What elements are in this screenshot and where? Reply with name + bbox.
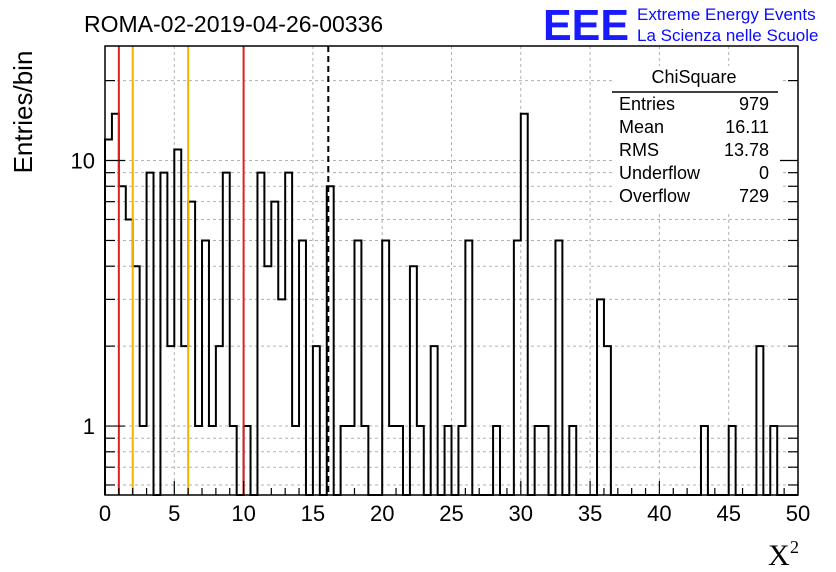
histogram-bin (264, 266, 271, 495)
histogram-bin (147, 173, 154, 495)
histogram-bin (105, 140, 112, 495)
histogram-bin (216, 346, 223, 495)
x-axis-title: X 2 (768, 537, 799, 572)
stats-row-value: 0 (759, 163, 769, 183)
logo-line-1: Extreme Energy Events (637, 5, 816, 24)
histogram-bin (119, 186, 126, 495)
stats-row-label: Overflow (619, 186, 691, 206)
stats-row-value: 16.11 (725, 117, 769, 137)
x-tick-label: 0 (99, 501, 111, 526)
histogram-bin (181, 346, 188, 495)
x-tick-label: 5 (168, 501, 180, 526)
histogram-bin (410, 266, 417, 495)
stats-row-value: 13.78 (724, 140, 769, 160)
stats-row-label: Mean (619, 117, 664, 137)
x-tick-label: 40 (647, 501, 671, 526)
histogram-bin (382, 240, 389, 495)
x-tick-label: 15 (301, 501, 325, 526)
x-tick-label: 45 (716, 501, 740, 526)
histogram-bin (313, 346, 320, 495)
histogram-bin (285, 173, 292, 495)
x-axis-title-base: X (768, 539, 790, 572)
histogram-bin (133, 266, 140, 495)
x-tick-label: 25 (439, 501, 463, 526)
y-tick-label: 1 (83, 414, 95, 439)
y-tick-label: 10 (71, 149, 95, 174)
stats-row-label: RMS (619, 140, 659, 160)
histogram-bin (555, 240, 562, 495)
stats-row-value: 729 (739, 186, 769, 206)
eee-logo: EEE Extreme Energy Events La Scienza nel… (543, 1, 818, 50)
histogram-bin (271, 202, 278, 495)
x-tick-labels: 0 5 10 15 20 25 30 35 40 45 50 (99, 501, 810, 526)
x-tick-label: 30 (509, 501, 533, 526)
histogram-bin (167, 346, 174, 495)
stats-row-label: Entries (619, 94, 675, 114)
y-tick-labels: 1 10 (71, 149, 95, 440)
histogram-bin (223, 173, 230, 495)
histogram-bin (299, 240, 306, 495)
chart-title: ROMA-02-2019-04-26-00336 (84, 11, 383, 37)
x-tick-label: 35 (578, 501, 602, 526)
histogram-bin (257, 173, 264, 495)
stats-rows: Entries 979 Mean 16.11 RMS 13.78 Underflow 0 Ove… (619, 94, 769, 206)
histogram-bin (465, 240, 472, 495)
histogram-bin (604, 346, 611, 495)
histogram-bin (514, 240, 521, 495)
reference-lines (117, 46, 330, 495)
histogram-bin (188, 202, 195, 495)
logo-mark: EEE (543, 1, 629, 50)
histogram-bin (431, 346, 438, 495)
x-axis-title-superscript: 2 (790, 537, 799, 557)
histogram-bin (597, 299, 604, 495)
histogram-bin (126, 219, 133, 495)
logo-line-2: La Scienza nelle Scuole (637, 26, 818, 45)
stats-box-background (612, 66, 780, 212)
x-tick-label: 20 (370, 501, 394, 526)
stats-box: ChiSquare Entries 979 Mean 16.11 RMS 13.78 Und… (612, 66, 780, 212)
histogram-bin (160, 173, 167, 495)
stats-row-value: 979 (739, 94, 769, 114)
stats-row-label: Underflow (619, 163, 701, 183)
x-tick-label: 10 (231, 501, 255, 526)
histogram-bin (202, 240, 209, 495)
histogram-bin (756, 346, 763, 495)
x-tick-label: 50 (786, 501, 810, 526)
y-axis-title: Entries/bin (8, 51, 38, 174)
histogram-bin (354, 240, 361, 495)
histogram-bin (278, 299, 285, 495)
stats-box-title: ChiSquare (651, 67, 736, 87)
axis-ticks (104, 80, 799, 495)
